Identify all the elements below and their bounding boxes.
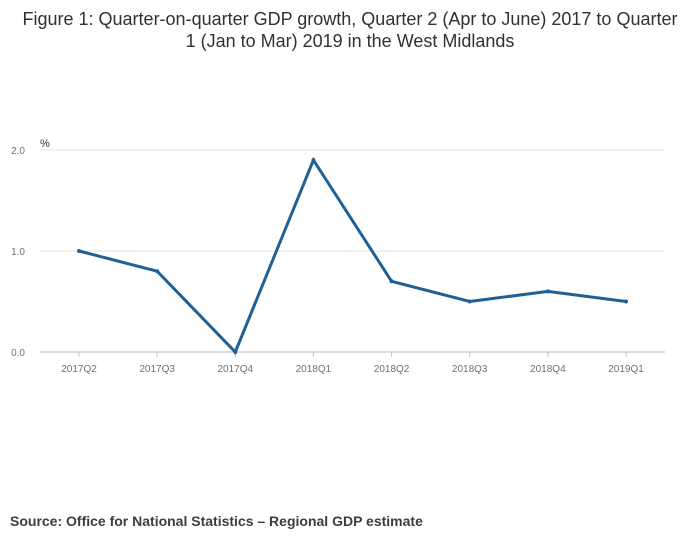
x-tick-label: 2017Q3 [139, 364, 175, 375]
gridlines [40, 149, 665, 252]
data-point[interactable] [624, 299, 628, 304]
chart-title: Figure 1: Quarter-on-quarter GDP growth,… [22, 9, 678, 51]
x-tick-label: 2017Q4 [217, 364, 253, 375]
source-note: Source: Office for National Statistics –… [10, 513, 423, 529]
x-tick-label: 2018Q1 [296, 364, 332, 375]
x-tick-label: 2018Q3 [452, 364, 488, 375]
data-point[interactable] [545, 289, 550, 294]
y-tick-label: 1.0 [11, 247, 25, 258]
data-point[interactable] [155, 269, 160, 274]
x-tick-label: 2018Q4 [530, 364, 566, 375]
series-layer [77, 156, 628, 355]
axes: 0.0 1.0 2.0 2017Q2 2017Q3 2017Q4 2018Q1 2018Q2 2… [11, 146, 665, 375]
y-axis-unit-label: % [40, 138, 50, 150]
x-tick-label: 2017Q2 [61, 364, 97, 375]
x-tick-label: 2018Q2 [374, 364, 410, 375]
data-point[interactable] [389, 279, 394, 284]
data-point[interactable] [311, 158, 316, 163]
series-line [78, 156, 627, 355]
y-tick-label: 0.0 [11, 348, 25, 359]
data-point[interactable] [233, 350, 238, 354]
y-tick-label: 2.0 [11, 146, 25, 157]
data-point[interactable] [467, 299, 472, 304]
x-tick-label: 2019Q1 [608, 364, 644, 375]
data-point[interactable] [77, 249, 81, 253]
